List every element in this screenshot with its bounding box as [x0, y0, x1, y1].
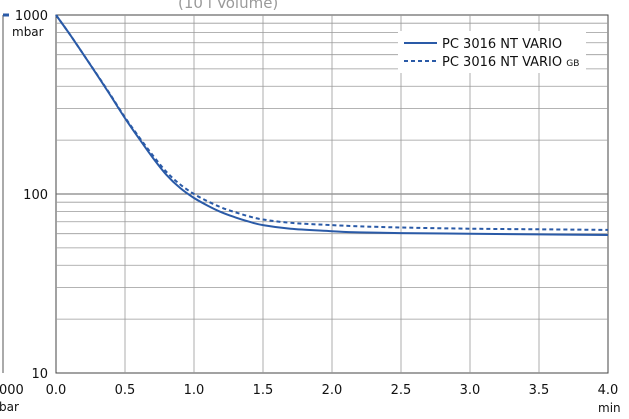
x-tick-label: 3.5	[529, 383, 550, 398]
chart-title: (10 l Volume)	[178, 0, 278, 12]
x-tick-label: 1.0	[184, 383, 205, 398]
x-tick-label: 4.0	[598, 383, 619, 398]
legend-dashed-label-sub: GB	[566, 59, 579, 69]
legend-dashed-label: PC 3016 NT VARIO GB	[442, 55, 579, 70]
x-tick-label: 0.5	[115, 383, 136, 398]
x-tick-label: 0.0	[46, 383, 67, 398]
series-layer	[55, 14, 609, 236]
y-axis: 10 100 1000	[15, 9, 48, 382]
x-tick-label: 1.5	[253, 383, 274, 398]
x-tick-label: 2.0	[322, 383, 343, 398]
x-axis: 0.0 0.5 1.0 1.5 2.0 2.5 3.0 3.5 4.0	[46, 383, 619, 398]
y-axis-unit: mbar	[12, 25, 44, 39]
left-neighbor-fragment: 000 bar	[0, 13, 24, 414]
legend-box	[398, 31, 586, 73]
legend-solid-label: PC 3016 NT VARIO	[442, 37, 562, 52]
neighbor-x-unit: bar	[0, 400, 19, 414]
x-axis-unit: min	[598, 401, 621, 415]
x-tick-label: 2.5	[391, 383, 412, 398]
legend: PC 3016 NT VARIO PC 3016 NT VARIO GB	[398, 31, 586, 73]
neighbor-x-tick: 000	[0, 383, 24, 398]
legend-dashed-label-main: PC 3016 NT VARIO	[442, 55, 562, 70]
y-tick-label: 10	[31, 367, 48, 382]
series-line-vario-gb	[55, 14, 609, 231]
y-tick-label: 1000	[15, 9, 48, 24]
y-tick-label: 100	[23, 188, 48, 203]
x-tick-label: 3.0	[460, 383, 481, 398]
